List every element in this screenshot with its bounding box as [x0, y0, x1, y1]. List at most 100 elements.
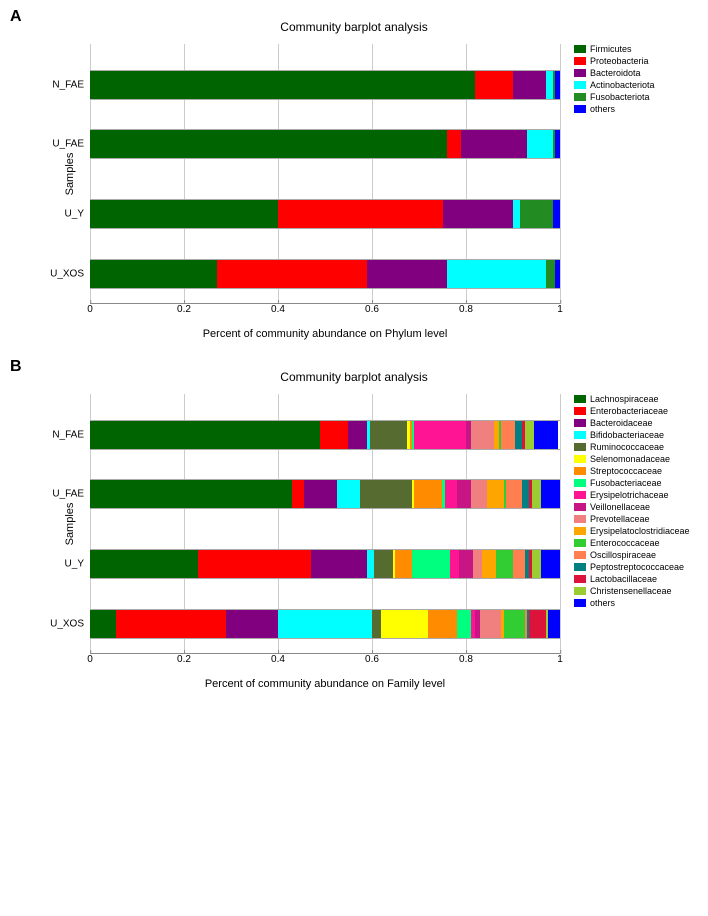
- legend-label: Enterobacteriaceae: [590, 406, 668, 416]
- legend-swatch: [574, 527, 586, 535]
- x-tick: 0.2: [177, 304, 191, 315]
- legend-label: Christensenellaceae: [590, 586, 672, 596]
- bar-segment: [90, 71, 475, 99]
- legend-swatch: [574, 551, 586, 559]
- bar-segment: [473, 550, 482, 578]
- bar-segment: [555, 71, 560, 99]
- grid-line: [560, 394, 561, 653]
- legend-item: Enterococcaceae: [574, 538, 690, 548]
- legend-swatch: [574, 575, 586, 583]
- legend-item: others: [574, 104, 655, 114]
- bar-segment: [412, 550, 450, 578]
- bar-segment: [447, 130, 461, 158]
- legend-label: Bacteroidota: [590, 68, 641, 78]
- category-label: N_FAE: [52, 429, 90, 440]
- panel-label: B: [10, 358, 22, 376]
- x-tick: 0.2: [177, 654, 191, 665]
- bar-row: [90, 479, 560, 509]
- x-tick: 0.8: [459, 654, 473, 665]
- legend-swatch: [574, 45, 586, 53]
- legend-item: Firmicutes: [574, 44, 655, 54]
- category-label: U_Y: [65, 209, 90, 220]
- panel-a: ACommunity barplot analysisSamplesN_FAEU…: [0, 0, 708, 350]
- grid-line: [560, 44, 561, 303]
- category-label: U_FAE: [52, 139, 90, 150]
- legend-label: Lactobacillaceae: [590, 574, 657, 584]
- legend-item: Fusobacteriaceae: [574, 478, 690, 488]
- legend-item: Lactobacillaceae: [574, 574, 690, 584]
- chart-wrap: SamplesN_FAEU_FAEU_YU_XOS00.20.40.60.81P…: [10, 44, 698, 340]
- legend-swatch: [574, 599, 586, 607]
- chart-title: Community barplot analysis: [10, 20, 698, 34]
- legend-label: Bifidobacteriaceae: [590, 430, 664, 440]
- legend-item: Prevotellaceae: [574, 514, 690, 524]
- bar-row: [90, 199, 560, 229]
- legend-label: Streptococcaceae: [590, 466, 662, 476]
- y-axis-label: Samples: [64, 152, 76, 195]
- bar-segment: [348, 421, 367, 449]
- bar-segment: [217, 260, 367, 288]
- legend: Lachnospiraceae Enterobacteriaceae Bactero…: [574, 394, 690, 610]
- bar-segment: [532, 550, 541, 578]
- bar-segment: [447, 260, 546, 288]
- legend-label: Bacteroidaceae: [590, 418, 653, 428]
- bar-segment: [487, 480, 503, 508]
- legend-label: Veillonellaceae: [590, 502, 650, 512]
- bar-segment: [461, 130, 527, 158]
- legend-item: others: [574, 598, 690, 608]
- legend-swatch: [574, 563, 586, 571]
- bar-segment: [337, 480, 361, 508]
- bar-segment: [515, 421, 522, 449]
- bar-segment: [546, 260, 555, 288]
- bar-segment: [445, 480, 457, 508]
- bar-segment: [90, 421, 320, 449]
- bar-segment: [555, 260, 560, 288]
- legend-label: Proteobacteria: [590, 56, 649, 66]
- bars-region: SamplesN_FAEU_FAEU_YU_XOS: [90, 44, 560, 304]
- legend-item: Streptococcaceae: [574, 466, 690, 476]
- bar-segment: [482, 550, 496, 578]
- legend-item: Actinobacteriota: [574, 80, 655, 90]
- legend-label: Lachnospiraceae: [590, 394, 659, 404]
- bar-segment: [311, 550, 367, 578]
- legend-swatch: [574, 467, 586, 475]
- bar-segment: [457, 610, 471, 638]
- bar-segment: [520, 200, 553, 228]
- x-ticks: 00.20.40.60.81: [90, 654, 560, 674]
- bar-row: [90, 549, 560, 579]
- chart-area: SamplesN_FAEU_FAEU_YU_XOS00.20.40.60.81P…: [40, 394, 560, 690]
- legend-label: Enterococcaceae: [590, 538, 660, 548]
- bar-row: [90, 420, 560, 450]
- bar-segment: [541, 550, 560, 578]
- legend-item: Lachnospiraceae: [574, 394, 690, 404]
- bar-segment: [527, 130, 553, 158]
- bar-segment: [496, 550, 512, 578]
- x-tick: 1: [557, 654, 563, 665]
- legend-item: Bifidobacteriaceae: [574, 430, 690, 440]
- legend-swatch: [574, 81, 586, 89]
- x-tick: 0: [87, 304, 93, 315]
- bar-segment: [471, 480, 487, 508]
- category-label: N_FAE: [52, 79, 90, 90]
- bar-segment: [90, 610, 116, 638]
- chart-title: Community barplot analysis: [10, 370, 698, 384]
- bar-segment: [513, 200, 520, 228]
- category-label: U_FAE: [52, 489, 90, 500]
- bar-segment: [278, 200, 443, 228]
- legend-item: Oscillospiraceae: [574, 550, 690, 560]
- bar-segment: [480, 610, 501, 638]
- legend-item: Veillonellaceae: [574, 502, 690, 512]
- bar-segment: [90, 260, 217, 288]
- bar-segment: [370, 421, 408, 449]
- bar-row: [90, 70, 560, 100]
- panel-b: BCommunity barplot analysisSamplesN_FAEU…: [0, 350, 708, 700]
- legend-swatch: [574, 395, 586, 403]
- legend-label: Fusobacteriaceae: [590, 478, 662, 488]
- legend-swatch: [574, 539, 586, 547]
- legend-label: Prevotellaceae: [590, 514, 650, 524]
- x-ticks: 00.20.40.60.81: [90, 304, 560, 324]
- bar-segment: [548, 610, 560, 638]
- x-axis-label: Percent of community abundance on Phylum…: [90, 328, 560, 340]
- bar-segment: [471, 421, 495, 449]
- bar-segment: [414, 421, 466, 449]
